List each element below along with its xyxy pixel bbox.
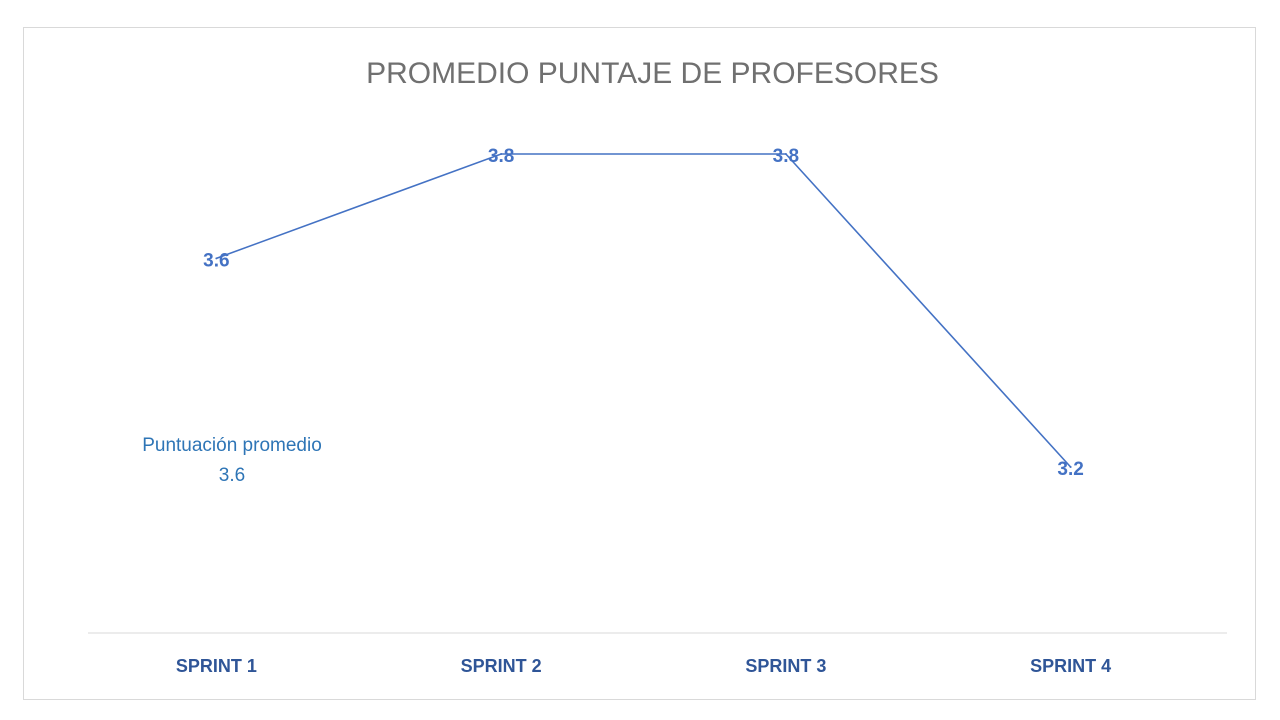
chart-area [23,27,1256,700]
average-annotation-value: 3.6 [218,465,246,486]
data-label: 3.8 [773,146,799,167]
data-label: 3.2 [1057,459,1083,480]
category-label: SPRINT 4 [1030,656,1111,676]
average-annotation-label: Puntuación promedio [142,435,322,456]
series-line [216,153,1072,468]
category-label: SPRINT 3 [745,656,826,676]
data-point [1069,466,1072,468]
data-point [215,257,218,260]
data-label: 3.8 [488,146,514,167]
category-label: SPRINT 2 [461,656,542,676]
data-label-group: 3.6 3.8 3.8 3.2 [203,146,1084,480]
chart-title: PROMEDIO PUNTAJE DE PROFESORES [366,57,939,90]
data-point [500,153,503,155]
series-group [215,153,1072,468]
data-point [784,153,787,155]
data-label: 3.6 [203,250,229,271]
category-label-group: SPRINT 1 SPRINT 2 SPRINT 3 SPRINT 4 [176,656,1111,676]
category-label: SPRINT 1 [176,656,257,676]
average-annotation: Puntuación promedio 3.6 [110,431,354,491]
